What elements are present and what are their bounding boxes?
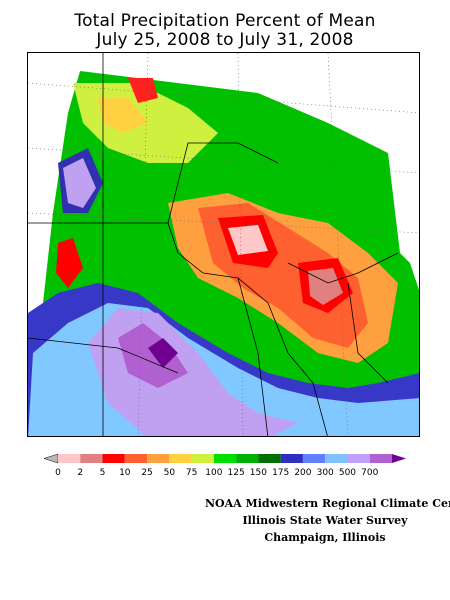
- color-legend: 0 2 5 10 25 50 75 100 125 150 175 200 300 500 700: [40, 452, 410, 482]
- legend-swatch: [302, 454, 326, 463]
- legend-swatch: [102, 454, 125, 463]
- legend-label: 0: [55, 468, 61, 478]
- region-pink-1: [228, 225, 268, 255]
- graticule: [28, 53, 419, 436]
- credit-line-3: Champaign, Illinois: [264, 531, 386, 544]
- precipitation-map: [27, 52, 420, 437]
- legend-label: 700: [361, 468, 378, 478]
- region-purple-south: [118, 323, 188, 388]
- credits: NOAA Midwestern Regional Climate Cent Il…: [205, 495, 450, 546]
- legend-label: 50: [164, 468, 176, 478]
- legend-swatch: [169, 454, 192, 463]
- legend-label: 200: [294, 468, 311, 478]
- legend-label: 100: [205, 468, 222, 478]
- legend-swatch: [369, 454, 392, 463]
- legend-label: 2: [77, 468, 83, 478]
- legend-label: 500: [339, 468, 356, 478]
- legend-swatch: [124, 454, 148, 463]
- legend-swatch: [347, 454, 370, 463]
- legend-label: 5: [100, 468, 106, 478]
- legend-label: 125: [228, 468, 245, 478]
- legend-swatch: [258, 454, 281, 463]
- legend-swatch: [191, 454, 214, 463]
- legend-arrow-high: [392, 454, 406, 463]
- state-boundaries: [28, 53, 399, 436]
- legend-swatch: [58, 454, 81, 463]
- legend-swatch: [147, 454, 170, 463]
- legend-swatch: [213, 454, 237, 463]
- region-orange-north: [98, 98, 148, 133]
- legend-arrow-low: [43, 453, 59, 464]
- legend-label: 10: [119, 468, 131, 478]
- legend-swatch: [80, 454, 103, 463]
- legend-label: 300: [317, 468, 334, 478]
- legend-label: 175: [272, 468, 289, 478]
- legend-swatch: [236, 454, 259, 463]
- region-west-violet: [63, 158, 96, 208]
- credit-line-2: Illinois State Water Survey: [242, 514, 408, 527]
- region-red-north: [128, 78, 158, 103]
- legend-swatch: [280, 454, 303, 463]
- map-date-range: July 25, 2008 to July 31, 2008: [96, 30, 354, 50]
- legend-label: 25: [141, 468, 152, 478]
- legend-label: 150: [250, 468, 267, 478]
- map-title: Total Precipitation Percent of Mean: [74, 11, 376, 31]
- region-darkpurple: [148, 338, 178, 368]
- region-west-red: [56, 238, 83, 288]
- legend-label: 75: [186, 468, 197, 478]
- credit-line-1: NOAA Midwestern Regional Climate Cent: [205, 497, 450, 510]
- legend-swatch: [325, 454, 348, 463]
